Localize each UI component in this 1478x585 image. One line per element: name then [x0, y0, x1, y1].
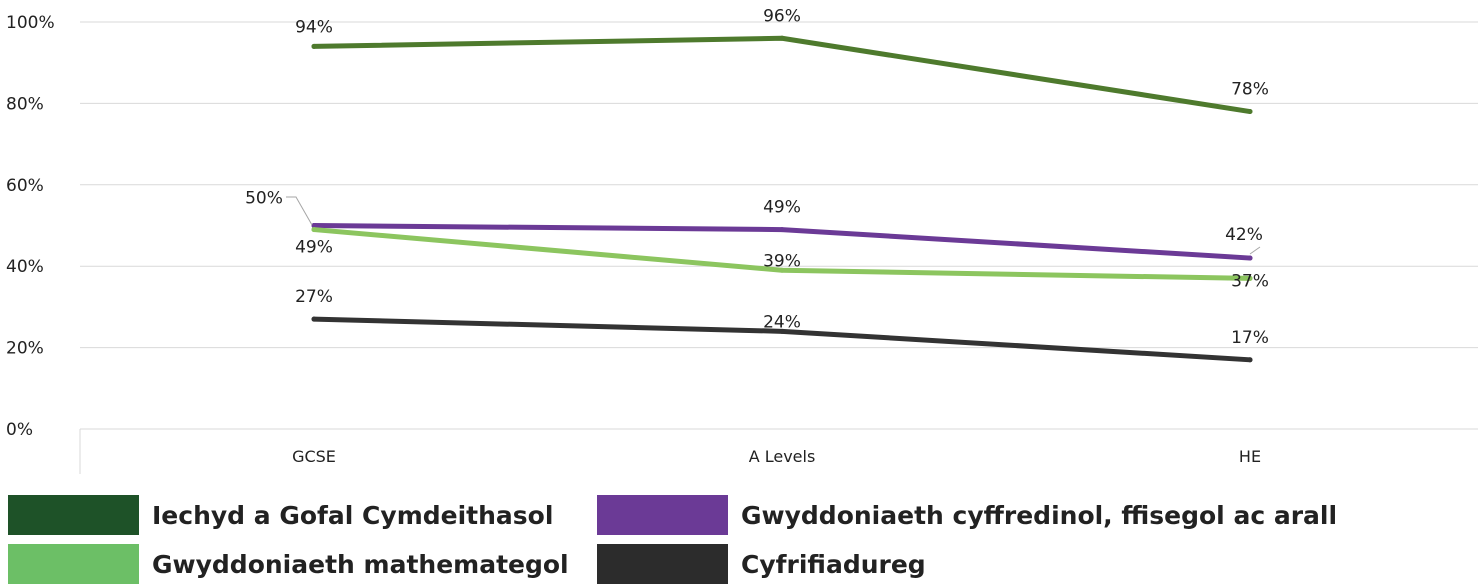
data-point [1247, 357, 1253, 363]
legend-swatch-gwyddoniaeth-cyffredinol [597, 495, 728, 535]
series-line [311, 35, 1253, 115]
y-tick-label: 80% [6, 94, 44, 114]
data-label: 37% [1231, 271, 1269, 291]
y-tick-label: 60% [6, 176, 44, 196]
data-point [311, 227, 317, 233]
data-label: 39% [763, 251, 801, 271]
data-point [779, 267, 785, 273]
legend-swatch-cyfrifiadureg [597, 544, 728, 584]
data-point [1247, 109, 1253, 115]
y-axis: 0% 20% 40% 60% 80% 100% [6, 13, 55, 440]
legend-label-iechyd: Iechyd a Gofal Cymdeithasol [152, 500, 554, 530]
legend-item-gwyddoniaeth-cyffredinol: Gwyddoniaeth cyffredinol, ffisegol ac ar… [597, 495, 1337, 535]
legend-label-gwyddoniaeth-cyffredinol: Gwyddoniaeth cyffredinol, ffisegol ac ar… [741, 500, 1338, 530]
legend-item-gwyddoniaeth-mathemategol: Gwyddoniaeth mathemategol [8, 544, 569, 584]
y-tick-label: 0% [6, 420, 33, 440]
legend-label-gwyddoniaeth-mathemategol: Gwyddoniaeth mathemategol [152, 549, 569, 579]
data-point [779, 35, 785, 41]
data-point [779, 227, 785, 233]
series-lines [311, 35, 1253, 363]
data-label: 42% [1225, 225, 1263, 245]
data-label: 17% [1231, 328, 1269, 348]
data-point [311, 223, 317, 228]
data-label: 27% [295, 287, 333, 307]
y-tick-label: 100% [6, 13, 55, 33]
data-point [779, 328, 785, 334]
leader-line [286, 196, 313, 226]
x-tick-label: GCSE [292, 447, 336, 466]
data-label: 24% [763, 312, 801, 332]
legend-swatch-iechyd [8, 495, 139, 535]
leader-line [1249, 246, 1261, 255]
y-tick-label: 20% [6, 339, 44, 359]
data-label: 49% [763, 198, 801, 218]
data-label: 50% [245, 189, 283, 209]
x-tick-label: HE [1239, 447, 1261, 466]
data-label: 49% [295, 238, 333, 258]
data-labels: 94% 96% 78% 50% 49% 42% 49% 39% 37% 27% 24% 17% [245, 6, 1269, 348]
data-label: 94% [295, 17, 333, 37]
data-label: 78% [1231, 80, 1269, 100]
x-axis: GCSE A Levels HE [79, 428, 1478, 474]
legend-item-cyfrifiadureg: Cyfrifiadureg [597, 544, 926, 584]
gridlines [80, 21, 1478, 349]
data-point [1247, 275, 1253, 281]
y-tick-label: 40% [6, 257, 44, 277]
data-label: 96% [763, 6, 801, 26]
data-point [311, 316, 317, 322]
data-point [1247, 255, 1253, 261]
line-chart: 0% 20% 40% 60% 80% 100% GCSE A Levels HE 94% 96%… [6, 6, 1478, 474]
data-point [311, 43, 317, 49]
legend-label-cyfrifiadureg: Cyfrifiadureg [741, 549, 926, 579]
legend: Iechyd a Gofal Cymdeithasol Gwyddoniaeth… [0, 488, 1478, 585]
legend-item-iechyd: Iechyd a Gofal Cymdeithasol [8, 495, 553, 535]
legend-swatch-gwyddoniaeth-mathemategol [8, 544, 139, 584]
x-tick-label: A Levels [749, 447, 816, 466]
